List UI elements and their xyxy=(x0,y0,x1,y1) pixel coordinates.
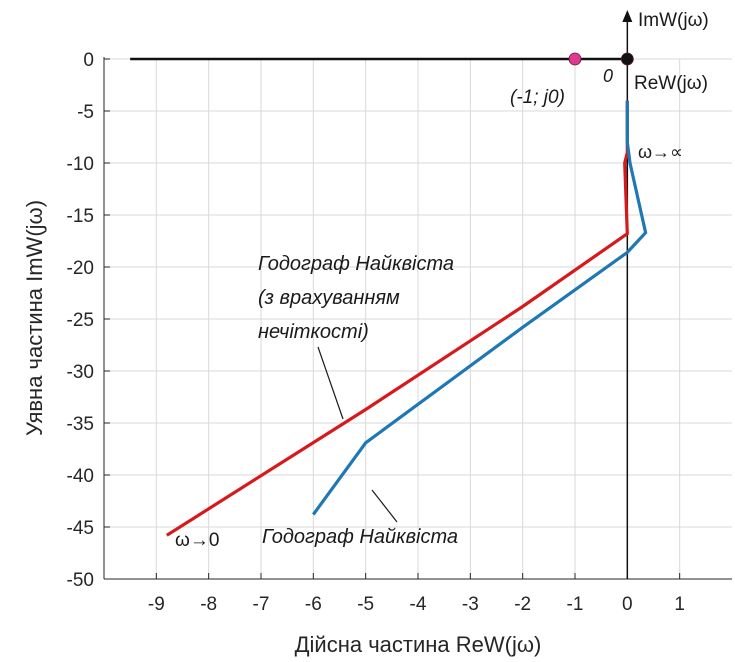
x-tick-label: -4 xyxy=(410,594,427,615)
grid xyxy=(104,58,732,580)
y-tick-label: -5 xyxy=(77,102,94,123)
origin-label: 0 xyxy=(603,66,613,86)
crisp-label-leader xyxy=(371,489,398,523)
y-tick-label: -35 xyxy=(67,414,94,435)
x-tick-label: -7 xyxy=(253,594,270,615)
y-tick-label: -40 xyxy=(67,466,94,487)
tick-labels: -9 -8 -7 -6 -5 -4 -3 -2 -1 0 10-5-10-15-20-25-30-3… xyxy=(67,50,685,615)
series-group xyxy=(165,100,648,537)
x-tick-label: -3 xyxy=(462,594,479,615)
x-tick-label: -5 xyxy=(357,594,374,615)
x-tick-label: -1 xyxy=(567,594,584,615)
y-tick-label: -15 xyxy=(67,206,94,227)
y-tick-label: -45 xyxy=(67,518,94,539)
fuzzy-label-leader xyxy=(317,346,344,420)
x-tick-label: 0 xyxy=(622,594,633,615)
y-tick-label: -50 xyxy=(67,570,94,591)
fuzzy-hodograph-label-line3: нечіткості) xyxy=(258,321,369,343)
markers xyxy=(568,52,634,66)
series-fuzzy-hodograph xyxy=(165,100,629,537)
y-tick-label: -10 xyxy=(67,154,94,175)
imag-axis-arrow xyxy=(622,10,633,22)
im-axis-label: ImW(jω) xyxy=(638,10,709,31)
x-tick-label: -2 xyxy=(514,594,531,615)
y-axis-title: Уявна частина ImW(jω) xyxy=(22,200,47,436)
y-tick-label: -25 xyxy=(67,310,94,331)
fuzzy-hodograph-label-line2: (з врахуванням xyxy=(258,287,400,309)
x-axis-title: Дійсна частина ReW(jω) xyxy=(295,632,542,657)
x-tick-label: -8 xyxy=(200,594,217,615)
series-crisp-hodograph xyxy=(312,100,648,516)
origin-marker xyxy=(620,52,634,66)
critical-point-marker xyxy=(568,52,582,66)
crisp-hodograph-label: Годограф Найквіста xyxy=(262,526,458,548)
re-axis-label: ReW(jω) xyxy=(634,73,708,94)
omega-inf-label: ω→∝ xyxy=(638,142,683,162)
y-tick-label: 0 xyxy=(83,50,94,71)
leader-lines xyxy=(317,346,398,523)
fuzzy-hodograph-label-line1: Годограф Найквіста xyxy=(258,253,454,275)
x-tick-label: -9 xyxy=(148,594,165,615)
critical-point-label: (-1; j0) xyxy=(510,87,565,108)
x-tick-label: 1 xyxy=(674,594,685,615)
y-tick-label: -30 xyxy=(67,362,94,383)
omega-zero-label: ω→0 xyxy=(175,530,219,551)
y-tick-label: -20 xyxy=(67,258,94,279)
x-tick-label: -6 xyxy=(305,594,322,615)
